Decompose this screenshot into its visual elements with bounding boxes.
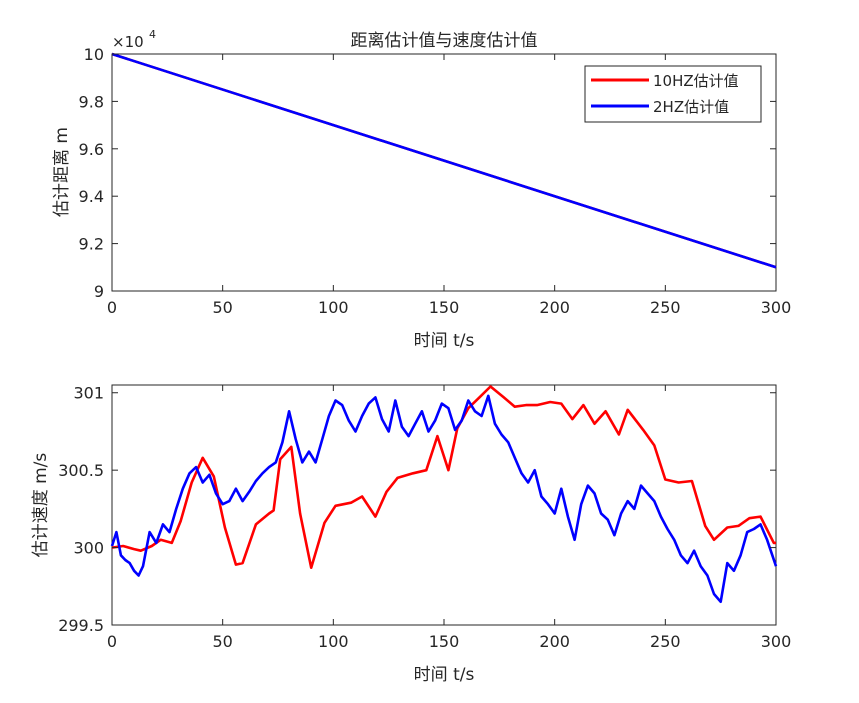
chart-title: 距离估计值与速度估计值 — [351, 31, 538, 51]
speed-series-line-0 — [111, 385, 776, 570]
distance-y-tick-label: 9.8 — [79, 92, 104, 111]
legend-label-2hz: 2HZ估计值 — [653, 98, 729, 116]
distance-x-tick-label: 200 — [539, 298, 570, 317]
distance-y-tick-label: 10 — [84, 45, 104, 64]
speed-y-tick-label: 301 — [73, 384, 104, 403]
speed-series-group — [110, 385, 778, 604]
distance-y-tick-label: 9.6 — [79, 140, 104, 159]
speed-y-tick-label: 299.5 — [58, 616, 104, 635]
speed-series-line-1 — [110, 394, 778, 604]
distance-series-line-1 — [111, 52, 777, 269]
speed-x-tick-label: 150 — [429, 632, 460, 651]
y-exponent-label: ×10 — [112, 33, 144, 51]
speed-x-tick-label: 50 — [212, 632, 232, 651]
distance-y-tick-label: 9.4 — [79, 187, 104, 206]
distance-x-tick-label: 50 — [212, 298, 232, 317]
speed-y-tick-label: 300.5 — [58, 461, 104, 480]
distance-y-tick-label: 9.2 — [79, 235, 104, 254]
speed-axes-box — [111, 384, 777, 626]
distance-series-group — [111, 52, 777, 269]
distance-x-tick-label: 0 — [107, 298, 117, 317]
speed-x-tick-label: 100 — [318, 632, 349, 651]
speed-x-tick-label: 300 — [761, 632, 792, 651]
distance-x-tick-label: 250 — [650, 298, 681, 317]
distance-x-tick-label: 300 — [761, 298, 792, 317]
distance-x-tick-label: 150 — [429, 298, 460, 317]
legend: 10HZ估计值 2HZ估计值 — [584, 65, 762, 123]
speed-y-tick-label: 300 — [73, 539, 104, 558]
distance-y-axis-label: 估计距离 m — [52, 127, 72, 217]
speed-x-ticks: 0 50 100 150 200 250 300 — [107, 385, 791, 651]
distance-x-ticks: 0 50 100 150 200 250 300 — [107, 54, 791, 317]
speed-y-ticks: 299.5 300 300.5 301 — [58, 384, 776, 635]
speed-x-tick-label: 200 — [539, 632, 570, 651]
distance-x-axis-label: 时间 t/s — [414, 331, 475, 351]
distance-subplot: 0 50 100 150 200 250 300 9 9.2 9.4 9.6 9.8 10 距离估计值… — [52, 28, 791, 351]
distance-y-ticks: 9 9.2 9.4 9.6 9.8 10 — [79, 45, 776, 301]
distance-x-tick-label: 100 — [318, 298, 349, 317]
speed-subplot: 0 50 100 150 200 250 300 299.5 300 300.5 301 时间 t… — [31, 384, 791, 685]
legend-label-10hz: 10HZ估计值 — [653, 72, 739, 90]
y-exponent-power: 4 — [149, 28, 156, 41]
speed-x-axis-label: 时间 t/s — [414, 665, 475, 685]
distance-y-tick-label: 9 — [94, 282, 104, 301]
speed-y-axis-label: 估计速度 m/s — [31, 453, 51, 558]
speed-x-tick-label: 250 — [650, 632, 681, 651]
legend-box — [584, 65, 762, 123]
speed-x-tick-label: 0 — [107, 632, 117, 651]
